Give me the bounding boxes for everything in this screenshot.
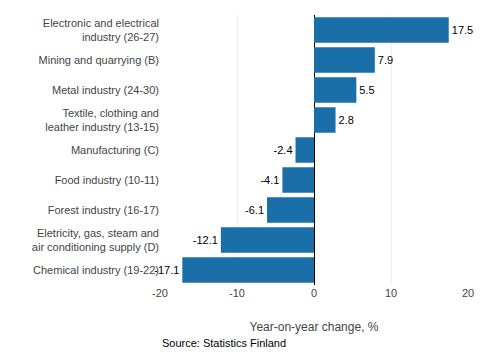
svg-text:Manufacturing (C): Manufacturing (C) — [71, 144, 159, 156]
svg-text:10: 10 — [385, 287, 397, 299]
svg-text:-17.1: -17.1 — [154, 264, 179, 276]
svg-text:7.9: 7.9 — [378, 54, 393, 66]
svg-text:Chemical industry (19-22): Chemical industry (19-22) — [33, 264, 159, 276]
svg-text:-12.1: -12.1 — [193, 234, 218, 246]
svg-text:-6.1: -6.1 — [245, 204, 264, 216]
svg-text:0: 0 — [311, 287, 317, 299]
svg-text:Metal industry (24-30): Metal industry (24-30) — [52, 84, 159, 96]
svg-text:Eletricity, gas, steam andair: Eletricity, gas, steam andair conditioni… — [32, 227, 159, 253]
svg-text:-20: -20 — [152, 287, 168, 299]
svg-text:Food industry (10-11): Food industry (10-11) — [55, 174, 159, 186]
svg-text:Textile, clothing andleather i: Textile, clothing andleather industry (1… — [45, 107, 159, 133]
svg-text:17.5: 17.5 — [452, 24, 473, 36]
svg-text:Forest industry (16-17): Forest industry (16-17) — [48, 204, 159, 216]
svg-text:5.5: 5.5 — [359, 84, 374, 96]
svg-text:-10: -10 — [229, 287, 245, 299]
svg-text:Source: Statistics Finland: Source: Statistics Finland — [162, 337, 286, 349]
svg-text:2.8: 2.8 — [339, 114, 354, 126]
svg-text:-2.4: -2.4 — [274, 144, 293, 156]
svg-text:Year-on-year change, %: Year-on-year change, % — [250, 320, 379, 334]
svg-text:Mining and quarrying (B): Mining and quarrying (B) — [39, 54, 159, 66]
svg-text:-4.1: -4.1 — [260, 174, 279, 186]
svg-text:Electronic and electricalindus: Electronic and electricalindustry (26-27… — [43, 17, 159, 43]
svg-text:20: 20 — [462, 287, 474, 299]
